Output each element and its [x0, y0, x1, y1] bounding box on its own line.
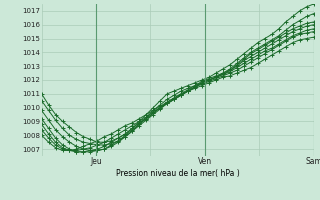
X-axis label: Pression niveau de la mer( hPa ): Pression niveau de la mer( hPa )	[116, 169, 239, 178]
